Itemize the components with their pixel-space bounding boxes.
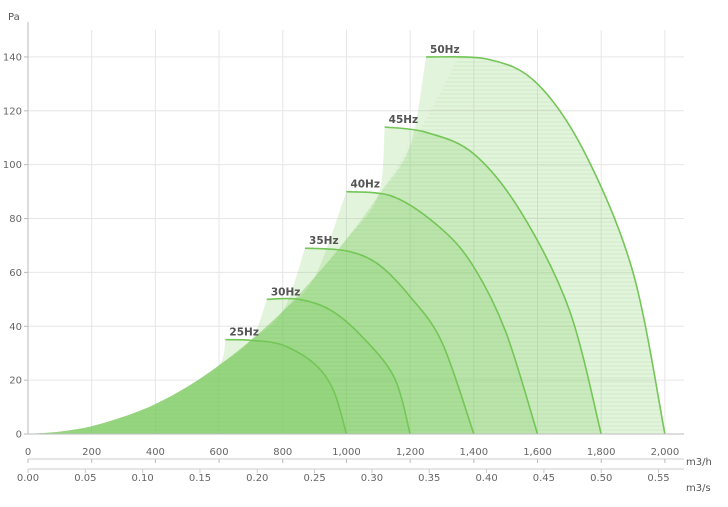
- x2-tick-label: 0.50: [590, 473, 612, 484]
- x-tick-label: 1,400: [460, 447, 489, 458]
- area-25Hz: [28, 339, 347, 434]
- y-tick-label: 120: [3, 106, 22, 117]
- y-tick-label: 0: [16, 430, 22, 441]
- x-tick-label: 1,200: [396, 447, 425, 458]
- curve-label-25Hz: 25Hz: [229, 327, 259, 339]
- curve-50Hz: [426, 55, 666, 435]
- x2-tick-label: 0.15: [189, 473, 211, 484]
- x-tick-label: 400: [146, 447, 165, 458]
- x-tick-label: 0: [25, 447, 31, 458]
- curve-label-45Hz: 45Hz: [389, 114, 419, 126]
- x2-tick-label: 0.40: [475, 473, 497, 484]
- curve-25Hz: [225, 338, 348, 435]
- x2-tick-label: 0.55: [647, 473, 669, 484]
- area-45Hz: [28, 127, 602, 434]
- curve-40Hz: [346, 190, 539, 435]
- y-tick-label: 20: [9, 376, 22, 387]
- y-tick-label: 60: [9, 268, 22, 279]
- axes: 0 20 40 60 80 100 120 140 0 200 400 600 800 1,000 1,20…: [3, 22, 684, 484]
- curve-label-50Hz: 50Hz: [430, 44, 460, 56]
- area-40Hz: [28, 191, 538, 434]
- x-tick-label: 800: [273, 447, 292, 458]
- area-30Hz: [28, 298, 411, 434]
- curve-30Hz: [266, 297, 411, 435]
- x-tick-label: 1,600: [523, 447, 552, 458]
- x2-tick-label: 0.10: [132, 473, 154, 484]
- x-tick-label: 200: [82, 447, 101, 458]
- x2-tick-label: 0.00: [17, 473, 39, 484]
- curve-label-35Hz: 35Hz: [309, 235, 339, 247]
- curve-45Hz: [384, 126, 602, 435]
- x-tick-label: 600: [210, 447, 229, 458]
- x2-tick-label: 0.05: [74, 473, 96, 484]
- y-tick-label: 140: [3, 52, 22, 63]
- x2-tick-label: 0.20: [246, 473, 268, 484]
- curve-35Hz: [304, 247, 475, 435]
- x-tick-label: 1,000: [332, 447, 361, 458]
- y-unit-label: Pa: [8, 12, 20, 23]
- area-50Hz: [28, 56, 665, 434]
- x2-tick-label: 0.30: [361, 473, 383, 484]
- x2-unit-label: m3/s: [686, 483, 711, 494]
- labels: 25Hz 30Hz 35Hz 40Hz 45Hz 50Hz: [229, 44, 459, 339]
- y-tick-label: 100: [3, 160, 22, 171]
- x2-tick-label: 0.45: [533, 473, 555, 484]
- x-unit-label: m3/h: [686, 457, 712, 468]
- curve-lines: [225, 55, 666, 435]
- x2-tick-label: 0.35: [418, 473, 440, 484]
- x2-tick-label: 0.25: [303, 473, 325, 484]
- curve-label-30Hz: 30Hz: [271, 286, 301, 298]
- curve-label-40Hz: 40Hz: [350, 179, 380, 191]
- y-tick-label: 80: [9, 214, 22, 225]
- x-tick-label: 1,800: [587, 447, 616, 458]
- x-tick-label: 2,000: [651, 447, 680, 458]
- y-tick-label: 40: [9, 322, 22, 333]
